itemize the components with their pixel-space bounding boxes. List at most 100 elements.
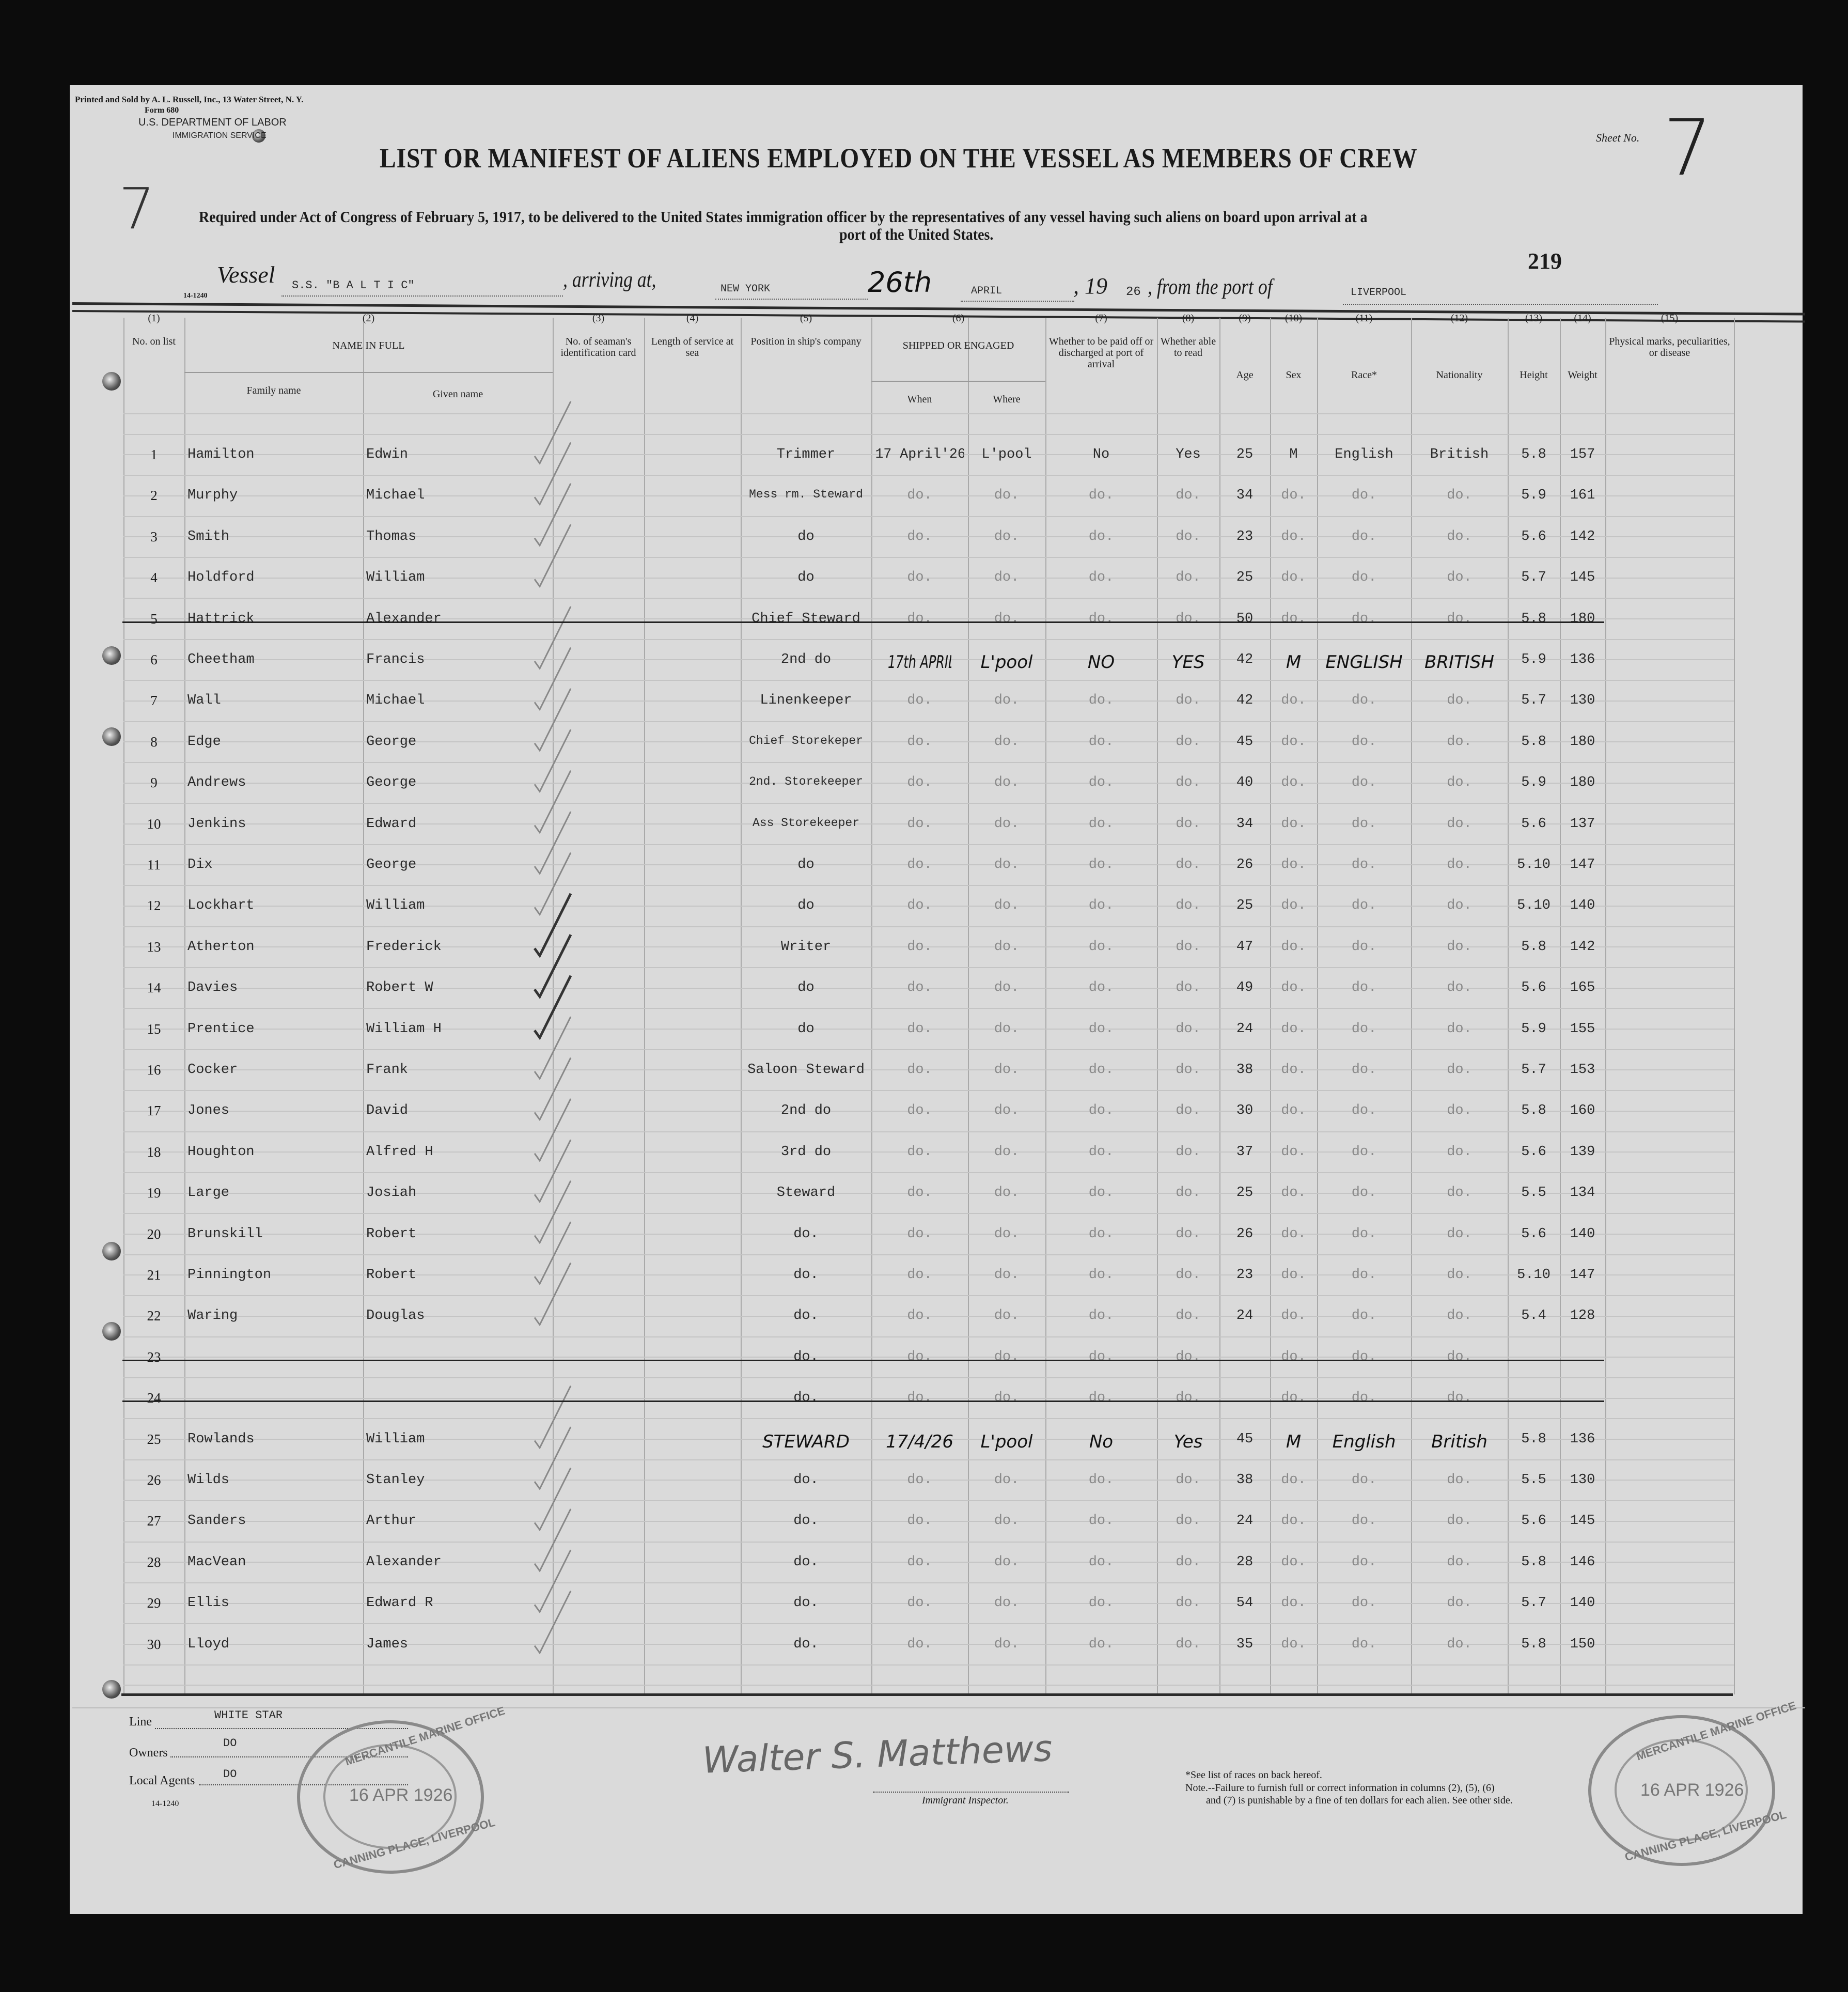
column-number-c13: (13)	[1525, 313, 1543, 324]
cell-weight: 180	[1570, 775, 1595, 791]
cell-family: Davies	[187, 980, 238, 996]
note-line-2: and (7) is punishable by a fine of ten d…	[1206, 1795, 1513, 1806]
cell-family: Ellis	[187, 1595, 230, 1611]
cell-height: 5.5	[1521, 1472, 1546, 1488]
cell-when: do.	[907, 488, 932, 504]
cell-no: 7	[150, 693, 158, 709]
cell-where: do.	[994, 570, 1020, 586]
cell-no: 25	[147, 1431, 161, 1447]
cell-position: 3rd do	[780, 1144, 832, 1160]
subtitle-line-2: port of the United States.	[839, 225, 994, 243]
cell-weight: 140	[1570, 1226, 1595, 1242]
cell-sex: M	[1286, 1431, 1302, 1452]
column-number-c5: (5)	[800, 313, 812, 324]
cell-when: do.	[907, 528, 932, 544]
cell-race: English	[1332, 1431, 1396, 1452]
line-label: Line	[129, 1715, 152, 1729]
row-rule	[123, 946, 1734, 948]
row-rule	[123, 761, 1734, 763]
cell-family: Dix	[187, 857, 213, 873]
cell-height: 5.7	[1521, 693, 1546, 709]
cell-sex: do.	[1281, 1595, 1306, 1611]
cell-weight: 139	[1570, 1144, 1595, 1160]
column-header-c14: Weight	[1568, 369, 1598, 381]
row-rule	[123, 864, 1734, 866]
cell-race: do.	[1351, 775, 1377, 791]
column-divider	[123, 318, 124, 1694]
cell-age: 24	[1236, 1021, 1254, 1037]
cell-position: 2nd do	[780, 1103, 832, 1119]
cell-paid-off: do.	[1088, 1349, 1114, 1365]
cell-family: Jenkins	[187, 816, 246, 832]
cell-nationality: do.	[1447, 816, 1472, 832]
cell-no: 26	[147, 1472, 161, 1488]
cell-nationality: do.	[1447, 857, 1472, 873]
cell-when: do.	[907, 1144, 932, 1160]
cell-position: 2nd do	[780, 652, 832, 667]
mercantile-marine-stamp: MERCANTILE MARINE OFFICE 16 APR 1926 CAN…	[297, 1704, 507, 1874]
service-name: IMMIGRATION SERVICE	[173, 131, 267, 140]
column-number-c10: (10)	[1285, 313, 1303, 324]
cell-position: do.	[793, 1636, 819, 1652]
cell-when: do.	[907, 693, 932, 709]
subtitle-line-1: Required under Act of Congress of Februa…	[199, 208, 1368, 226]
column-number-c8: (8)	[1182, 313, 1195, 324]
cell-paid-off: do.	[1088, 1636, 1114, 1652]
punch-hole-icon	[102, 372, 121, 391]
vessel-underline	[281, 295, 563, 297]
table-row: 30 Lloyd James do. do. do. do. do. 35 do. do. do. 5.…	[123, 1628, 1734, 1666]
row-rule	[123, 1090, 1734, 1092]
cell-no: 13	[147, 939, 161, 955]
cell-read: do.	[1176, 939, 1201, 955]
cell-age: 38	[1236, 1472, 1254, 1488]
cell-when: do.	[907, 857, 932, 873]
cell-no: 6	[150, 652, 158, 667]
cell-no: 10	[147, 816, 161, 832]
cell-nationality: do.	[1447, 1062, 1472, 1078]
cell-when: do.	[907, 816, 932, 832]
column-divider	[1157, 318, 1158, 1694]
cell-position: STEWARD	[762, 1431, 850, 1452]
column-number-c9: (9)	[1239, 313, 1251, 324]
cell-age: 23	[1236, 528, 1254, 544]
column-divider	[1045, 318, 1046, 1694]
cell-given: Edward	[366, 816, 417, 832]
cell-when: do.	[907, 1595, 932, 1611]
cell-age: 24	[1236, 1308, 1254, 1324]
row-rule	[123, 639, 1734, 640]
cell-read: do.	[1176, 1349, 1201, 1365]
cell-weight: 147	[1570, 857, 1595, 873]
cell-race: do.	[1351, 1103, 1377, 1119]
cell-position: Mess rm. Steward	[749, 488, 863, 502]
cell-height: 5.6	[1521, 816, 1546, 832]
table-row: 29 Ellis Edward R do. do. do. do. do. 54 do. do. do…	[123, 1587, 1734, 1624]
manifest-page	[70, 85, 1803, 1914]
cell-given: Michael	[366, 488, 425, 504]
table-row: 24 do. do. do. do. do. do. do. do.	[122, 1382, 1734, 1419]
cell-paid-off: do.	[1088, 1513, 1114, 1529]
row-rule	[123, 967, 1734, 968]
cell-nationality: do.	[1447, 1103, 1472, 1119]
cell-read: do.	[1176, 570, 1201, 586]
cell-no: 29	[147, 1595, 161, 1611]
row-rule	[123, 1541, 1734, 1543]
cell-read: do.	[1176, 1513, 1201, 1529]
cell-race: do.	[1351, 1021, 1377, 1037]
table-row: 21 Pinnington Robert do. do. do. do. do. 23 do. do…	[123, 1259, 1734, 1296]
cell-family: Lloyd	[187, 1636, 230, 1652]
cell-sex: do.	[1281, 528, 1306, 544]
cell-where: do.	[994, 1062, 1020, 1078]
cell-nationality: do.	[1447, 1185, 1472, 1201]
cell-height: 5.8	[1521, 1554, 1546, 1570]
column-divider	[1219, 318, 1220, 1694]
row-rule	[123, 905, 1734, 907]
vessel-name: S.S. "B A L T I C"	[292, 279, 415, 292]
cell-position: do.	[793, 1554, 819, 1570]
cell-given: Francis	[366, 652, 425, 667]
cell-height: 5.7	[1521, 1595, 1546, 1611]
cell-position: Chief Steward	[751, 611, 860, 627]
cell-read: do.	[1176, 488, 1201, 504]
cell-age: 23	[1236, 1267, 1254, 1283]
cell-no: 28	[147, 1554, 161, 1570]
cell-height: 5.9	[1521, 775, 1546, 791]
